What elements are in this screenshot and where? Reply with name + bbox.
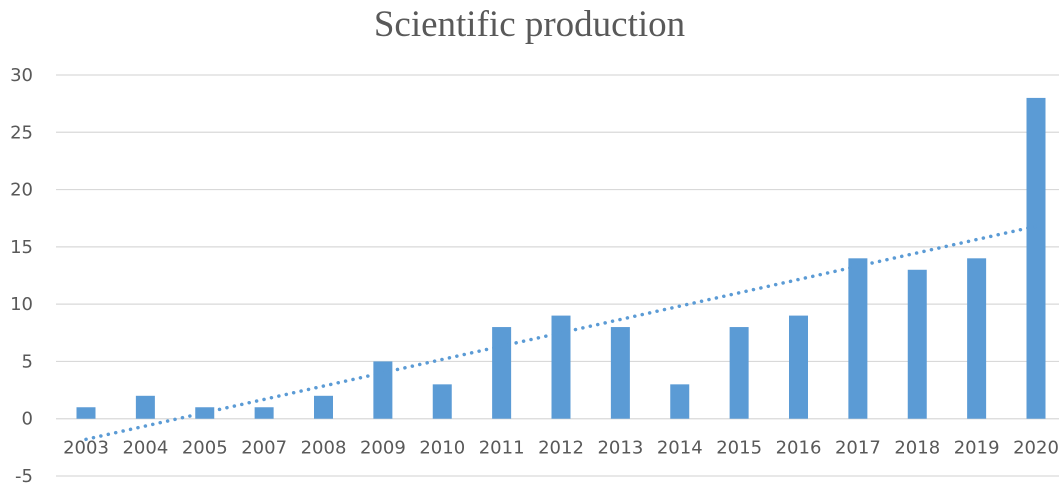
bar-2012 bbox=[551, 315, 571, 419]
x-tick-label: 2005 bbox=[182, 438, 228, 459]
bar-2011 bbox=[492, 327, 512, 419]
x-tick-label: 2013 bbox=[597, 438, 643, 459]
chart-title: Scientific production bbox=[373, 4, 686, 45]
y-tick-label: 30 bbox=[10, 65, 33, 86]
y-tick-label: 25 bbox=[10, 122, 33, 143]
y-tick-label: 10 bbox=[10, 294, 33, 315]
x-tick-label: 2003 bbox=[63, 438, 109, 459]
x-tick-label: 2004 bbox=[122, 438, 168, 459]
x-tick-label: 2007 bbox=[241, 438, 287, 459]
y-tick-label: 15 bbox=[10, 237, 33, 258]
x-tick-label: 2017 bbox=[835, 438, 881, 459]
x-tick-label: 2014 bbox=[657, 438, 703, 459]
x-tick-label: 2016 bbox=[776, 438, 822, 459]
x-tick-label: 2010 bbox=[419, 438, 465, 459]
bar-2003 bbox=[76, 407, 96, 419]
bar-2007 bbox=[254, 407, 274, 419]
y-tick-label: 5 bbox=[22, 351, 33, 372]
bar-2019 bbox=[967, 258, 987, 419]
bar-2015 bbox=[729, 327, 749, 419]
y-tick-label: 20 bbox=[10, 180, 33, 201]
bar-2010 bbox=[432, 384, 452, 419]
x-tick-label: 2018 bbox=[894, 438, 940, 459]
y-tick-label: 0 bbox=[22, 409, 33, 430]
bar-2017 bbox=[848, 258, 868, 419]
bar-2020 bbox=[1026, 97, 1046, 419]
x-tick-label: 2008 bbox=[301, 438, 347, 459]
y-axis-ticks: -5 0 5 10 15 20 25 30 bbox=[10, 65, 33, 485]
trendline bbox=[84, 224, 1038, 442]
y-tick-label: -5 bbox=[15, 466, 33, 485]
x-tick-label: 2015 bbox=[716, 438, 762, 459]
x-tick-label: 2012 bbox=[538, 438, 584, 459]
bar-2013 bbox=[610, 327, 630, 419]
x-tick-label: 2011 bbox=[479, 438, 525, 459]
x-tick-label: 2019 bbox=[954, 438, 1000, 459]
x-tick-label: 2009 bbox=[360, 438, 406, 459]
bar-2016 bbox=[789, 315, 808, 419]
x-axis-ticks: 2003 2004 2005 2007 2008 2009 2010 2011 2012 2013… bbox=[63, 438, 1059, 459]
trendline-layer bbox=[84, 224, 1038, 442]
bar-2014 bbox=[670, 384, 690, 419]
bar-2009 bbox=[373, 361, 393, 419]
bar-2004 bbox=[135, 395, 155, 419]
x-tick-label: 2020 bbox=[1013, 438, 1059, 459]
bar-2018 bbox=[907, 269, 927, 419]
bar-2008 bbox=[314, 395, 333, 419]
bars bbox=[76, 97, 1046, 419]
